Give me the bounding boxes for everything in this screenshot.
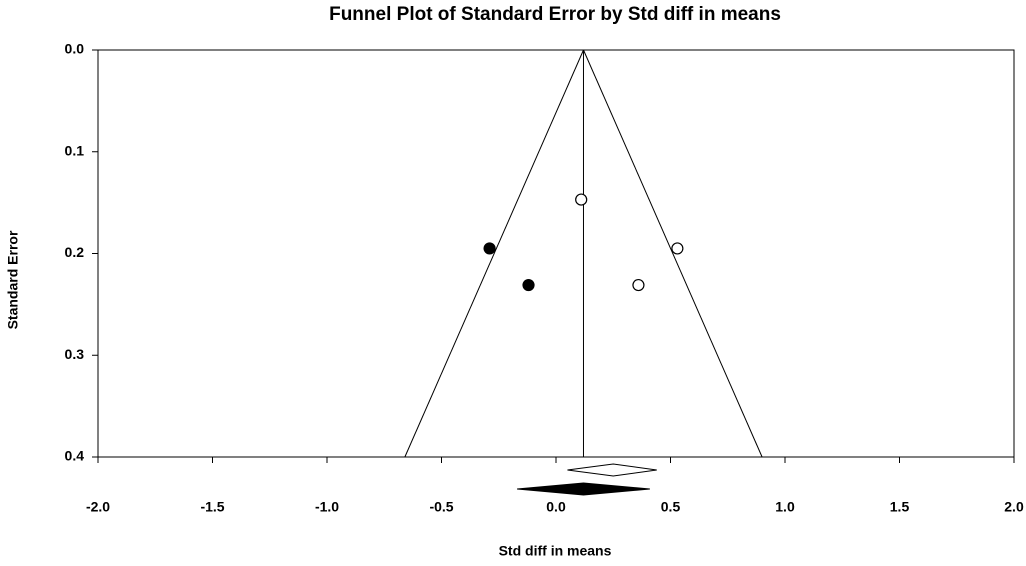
chart-title: Funnel Plot of Standard Error by Std dif… [329, 4, 781, 25]
x-axis-label: Std diff in means [499, 543, 612, 559]
x-tick-label: 1.5 [890, 499, 910, 515]
study-point [522, 278, 535, 292]
x-tick-label: 2.0 [1004, 499, 1024, 515]
funnel-lower-line [404, 49, 584, 458]
study-point [632, 278, 645, 292]
estimate-diamond [567, 463, 657, 477]
y-tick-label: 0.4 [65, 448, 85, 464]
study-point [575, 193, 588, 206]
x-tick-label: 0.5 [661, 499, 681, 515]
y-tick-label: 0.3 [65, 346, 85, 362]
x-tick-label: 0.0 [546, 499, 566, 515]
estimate-diamond [517, 482, 650, 496]
y-tick-label: 0.0 [65, 41, 85, 57]
y-tick-label: 0.2 [65, 244, 85, 260]
funnel-upper-line [583, 49, 763, 458]
y-tick-label: 0.1 [65, 142, 85, 158]
y-axis-label: Standard Error [5, 230, 21, 329]
x-tick-label: -0.5 [429, 499, 453, 515]
study-point [671, 242, 684, 255]
x-tick-label: 1.0 [775, 499, 795, 515]
x-tick-label: -1.5 [200, 499, 224, 515]
x-tick-label: -2.0 [86, 499, 110, 515]
study-point [483, 242, 496, 255]
plot-frame [97, 49, 1015, 458]
x-tick-label: -1.0 [315, 499, 339, 515]
